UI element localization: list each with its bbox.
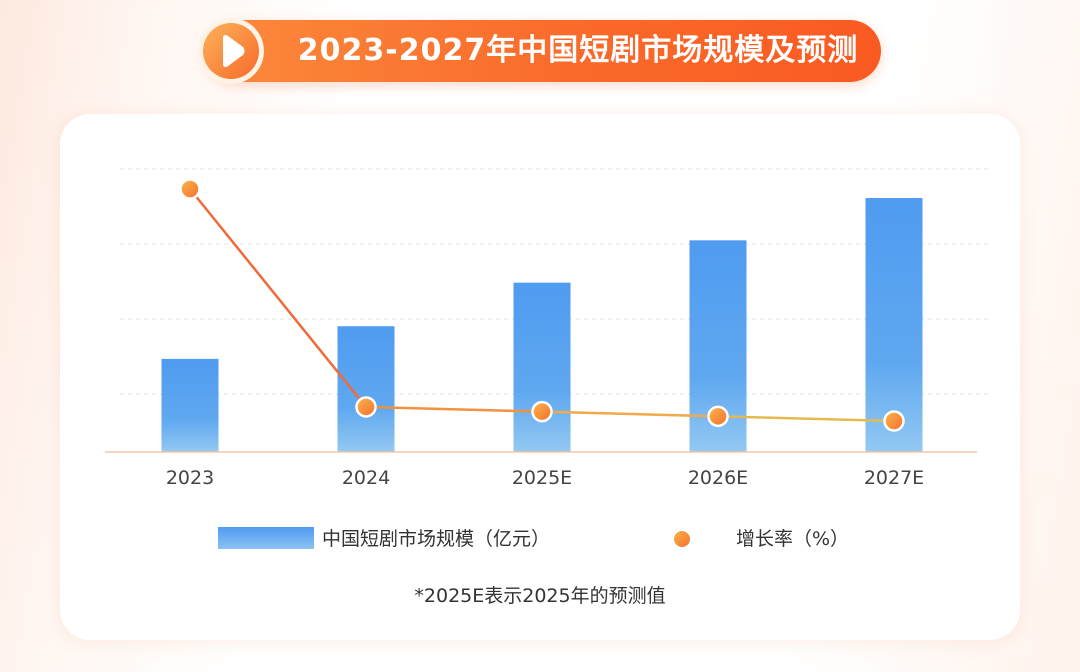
footnote: *2025E表示2025年的预测值 [414, 585, 666, 607]
growth-line-segment [716, 415, 896, 423]
chart-title: 2023-2027年中国短剧市场规模及预测 [297, 33, 859, 68]
x-tick-label: 2027E [864, 467, 924, 489]
growth-point-2026E [707, 405, 729, 428]
growth-line-segment [540, 410, 720, 418]
growth-point-2027E [883, 410, 905, 432]
growth-line-segment [364, 405, 544, 413]
play-icon [198, 18, 264, 84]
x-tick-label: 2023 [166, 467, 214, 489]
growth-point-2023 [179, 178, 201, 200]
bar-2023 [161, 358, 219, 452]
growth-line-segment [188, 187, 368, 409]
growth-point-2025E [531, 400, 553, 423]
growth-point-2024 [355, 396, 377, 418]
legend-line-label: 增长率（%） [736, 528, 850, 550]
x-tick-label: 2026E [688, 467, 748, 489]
bar-2025E [513, 282, 571, 452]
legend-bar-swatch [218, 527, 314, 549]
x-tick-label: 2025E [512, 467, 572, 489]
legend-line-swatch [642, 529, 722, 549]
x-tick-label: 2024 [342, 467, 390, 489]
bar-2024 [337, 326, 395, 452]
title-banner: 2023-2027年中国短剧市场规模及预测 [205, 20, 881, 82]
legend-bar-label: 中国短剧市场规模（亿元） [322, 528, 551, 550]
bar-2027E [865, 198, 923, 452]
